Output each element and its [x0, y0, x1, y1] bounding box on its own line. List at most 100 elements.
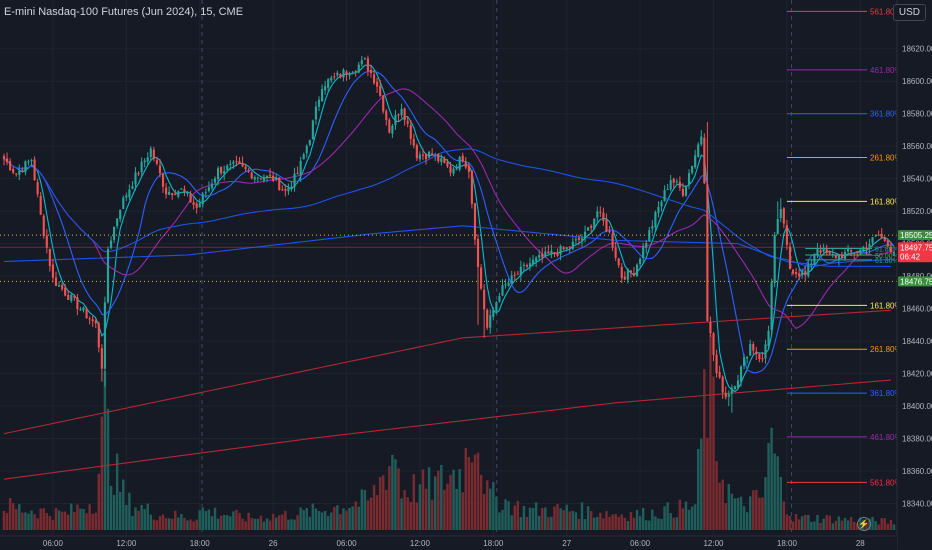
candle-body	[825, 248, 828, 254]
volume-bar	[755, 490, 758, 530]
candle-body	[678, 181, 681, 188]
volume-bar	[874, 521, 877, 530]
volume-bar	[351, 506, 354, 530]
currency-button[interactable]: USD	[892, 4, 926, 21]
candle-body	[461, 155, 464, 162]
candle-body	[168, 191, 171, 195]
candle-body	[235, 161, 238, 163]
candle-body	[287, 187, 290, 192]
volume-bar	[632, 517, 636, 530]
candle-body	[24, 161, 27, 173]
candle-body	[409, 125, 412, 139]
candle-body	[850, 250, 853, 252]
candle-body	[795, 272, 798, 275]
time-tick-label: 28	[856, 539, 865, 548]
volume-bar	[458, 469, 461, 530]
candle-body	[480, 267, 483, 289]
candle-body	[473, 203, 477, 240]
candle-body	[883, 237, 886, 241]
volume-bar	[406, 497, 409, 530]
volume-bar	[167, 518, 171, 530]
volume-bar	[88, 504, 91, 530]
price-tick-label: 18340.00	[902, 500, 932, 509]
candle-body	[593, 218, 596, 229]
time-tick-label: 12:00	[410, 539, 431, 548]
volume-bar	[323, 510, 327, 530]
candle-body	[437, 153, 440, 162]
volume-bar	[528, 507, 532, 530]
volume-bar	[424, 488, 428, 530]
time-tick-label: 06:00	[43, 539, 64, 548]
volume-bar	[681, 508, 685, 530]
volume-bar	[489, 488, 492, 530]
volume-bar	[660, 518, 663, 530]
volume-bar	[183, 518, 186, 530]
candle-body	[201, 193, 204, 205]
volume-bar	[311, 503, 315, 530]
volume-bar	[886, 523, 890, 530]
volume-bar	[152, 519, 156, 530]
volume-bar	[641, 507, 645, 530]
candle-body	[782, 208, 785, 224]
candle-body	[281, 189, 284, 191]
volume-bar	[421, 469, 425, 530]
candle-body	[623, 276, 626, 280]
volume-bar	[700, 438, 703, 530]
volume-bar	[541, 508, 544, 530]
volume-bar	[222, 514, 226, 530]
time-axis-bg	[0, 536, 897, 550]
price-tag-label: 18476.75	[900, 277, 932, 286]
candle-body	[424, 153, 428, 160]
candle-body	[369, 70, 373, 74]
volume-bars	[2, 335, 896, 530]
candle-body	[317, 99, 321, 107]
volume-bar	[482, 493, 486, 530]
volume-bar	[134, 507, 137, 530]
candle-body	[122, 197, 125, 209]
candle-body	[339, 73, 342, 78]
candle-body	[779, 209, 782, 218]
volume-bar	[544, 507, 547, 530]
candle-body	[489, 315, 492, 328]
volume-bar	[470, 462, 474, 530]
volume-bar	[455, 488, 458, 530]
candle-body	[195, 203, 198, 208]
lightning-icon[interactable]: ⚡	[857, 517, 871, 531]
volume-bar	[5, 513, 9, 530]
volume-bar	[247, 512, 250, 530]
candle-body	[284, 188, 287, 191]
candle-body	[91, 319, 94, 322]
candle-body	[819, 250, 822, 253]
candle-body	[308, 140, 311, 145]
price-tick-label: 18620.00	[902, 45, 932, 54]
volume-bar	[452, 469, 455, 530]
candle-body	[67, 294, 70, 300]
candle-body	[516, 273, 519, 275]
volume-bar	[617, 516, 620, 530]
candles	[2, 55, 896, 413]
price-tag	[898, 276, 932, 287]
volume-bar	[837, 516, 841, 530]
candle-body	[504, 284, 507, 286]
volume-bar	[73, 512, 76, 530]
volume-bar	[550, 516, 553, 530]
volume-bar	[742, 506, 746, 530]
candle-body	[100, 348, 103, 369]
candle-body	[874, 235, 877, 237]
candle-body	[614, 247, 617, 258]
candle-body	[853, 252, 856, 254]
volume-bar	[397, 468, 400, 530]
candle-body	[639, 258, 642, 265]
volume-bar	[128, 492, 131, 530]
volume-bar	[391, 454, 394, 530]
candle-body	[761, 358, 764, 360]
volume-bar	[657, 518, 660, 530]
candle-body	[654, 212, 657, 228]
volume-bar	[531, 508, 535, 530]
volume-bar	[216, 518, 220, 530]
volume-bar	[721, 479, 724, 530]
candle-body	[498, 296, 501, 302]
price-tick-label: 18600.00	[902, 77, 932, 86]
time-tick-label: 06:00	[337, 539, 358, 548]
